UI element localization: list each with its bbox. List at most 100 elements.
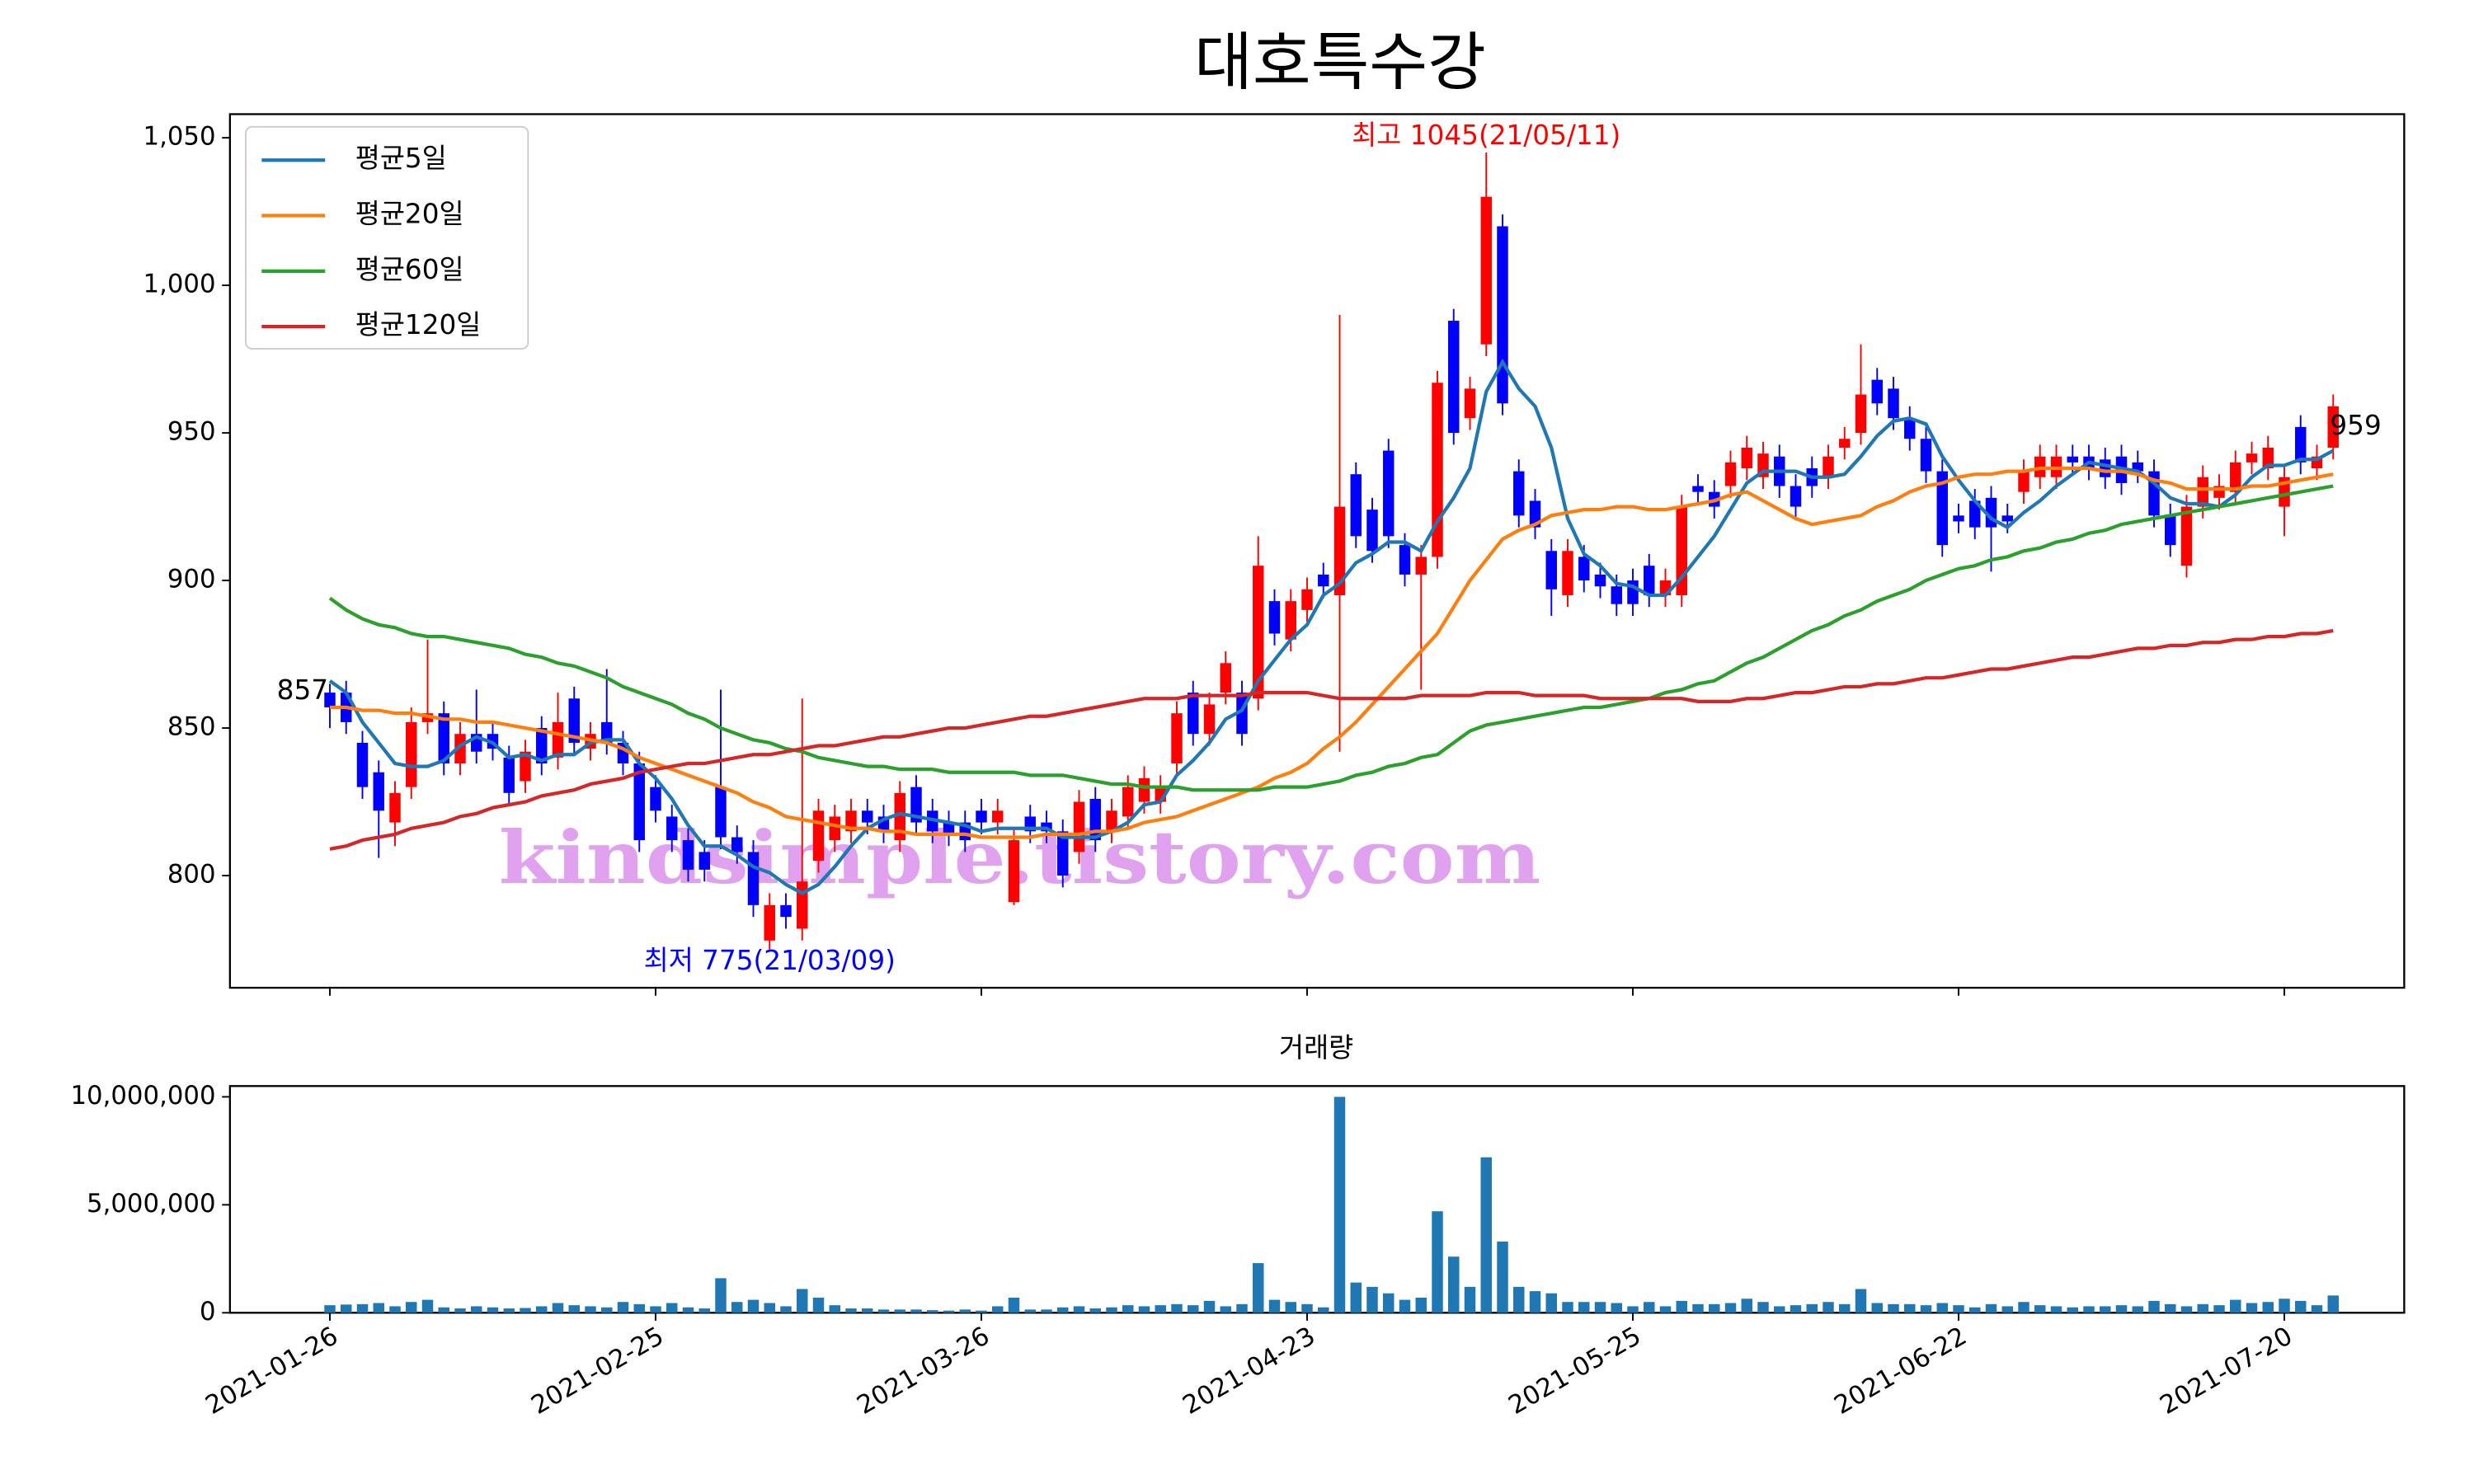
candle-body <box>1383 450 1395 537</box>
candle-body <box>438 713 449 764</box>
volume-bar <box>780 1306 792 1313</box>
candle-body <box>1953 515 1964 522</box>
volume-bar <box>2018 1302 2030 1313</box>
candle-body <box>2246 453 2258 463</box>
candle-body <box>1871 379 1883 404</box>
volume-bar <box>1220 1306 1231 1313</box>
candle-body <box>1057 831 1069 876</box>
volume-bar <box>1594 1302 1606 1313</box>
candle-body <box>1724 462 1737 486</box>
volume-bar <box>877 1309 890 1313</box>
candle-body <box>1969 500 1981 528</box>
volume-bar <box>2213 1305 2225 1313</box>
volume-bar <box>1757 1302 1769 1313</box>
candle-body <box>454 734 466 764</box>
volume-bar <box>1578 1302 1590 1313</box>
candle-body <box>764 904 775 941</box>
annotation: 최저 775(21/03/09) <box>644 945 896 976</box>
candle-body <box>1350 474 1362 537</box>
volume-bar <box>2050 1306 2062 1313</box>
volume-bar <box>1513 1286 1525 1313</box>
candle-body <box>2230 462 2241 492</box>
volume-y-tick-label: 5,000,000 <box>87 1189 216 1219</box>
candle-body <box>1920 439 1932 472</box>
candle-body <box>1073 801 1085 852</box>
volume-bar <box>520 1308 531 1313</box>
volume-bar <box>943 1310 955 1313</box>
candle-body <box>2018 471 2030 492</box>
volume-bar <box>1268 1299 1281 1313</box>
candle-body <box>894 792 905 841</box>
candle-body <box>2165 515 2176 546</box>
volume-bar <box>666 1303 678 1313</box>
candle-body <box>650 787 661 811</box>
candle-body <box>1790 486 1802 507</box>
candle-body <box>862 810 873 823</box>
volume-bar <box>1318 1307 1329 1313</box>
volume-bar <box>406 1302 417 1313</box>
annotation: 최고 1045(21/05/11) <box>1352 120 1620 151</box>
volume-bar <box>1383 1293 1395 1313</box>
volume-bar <box>910 1309 922 1313</box>
candle-body <box>1220 663 1231 693</box>
volume-bar <box>633 1303 645 1313</box>
volume-bar <box>2034 1305 2046 1313</box>
volume-bar <box>536 1306 548 1313</box>
volume-y-tick-label: 0 <box>200 1297 216 1327</box>
volume-bar <box>1155 1305 1166 1313</box>
candle-body <box>2197 477 2208 507</box>
candle-body <box>780 904 792 918</box>
candle-body <box>698 852 710 870</box>
volume-bar <box>862 1308 873 1313</box>
candle-body <box>536 728 548 764</box>
volume-bar <box>1741 1298 1752 1313</box>
volume-bar <box>1936 1303 1948 1313</box>
volume-bar <box>1562 1302 1573 1313</box>
legend-label: 평균20일 <box>355 199 464 230</box>
volume-bar <box>1171 1303 1183 1313</box>
candle-body <box>1855 394 1867 434</box>
candle-body <box>1138 777 1150 802</box>
candle-body <box>1285 601 1296 640</box>
volume-bar <box>2230 1299 2241 1313</box>
volume-bar <box>927 1310 938 1313</box>
volume-bar <box>341 1304 352 1313</box>
volume-bar <box>421 1299 434 1313</box>
y-tick-label: 800 <box>167 860 216 890</box>
candle-body <box>601 721 613 743</box>
candle-body <box>1008 840 1020 903</box>
volume-bar <box>764 1303 775 1313</box>
candle-body <box>812 810 825 862</box>
candle-body <box>1203 704 1216 735</box>
candle-body <box>747 852 760 905</box>
volume-bar <box>1985 1303 1997 1313</box>
volume-bar <box>2001 1306 2013 1313</box>
volume-bar <box>1350 1282 1362 1313</box>
volume-bar <box>976 1310 987 1313</box>
volume-bar <box>2311 1305 2323 1313</box>
volume-bar <box>1920 1305 1932 1313</box>
candle-body <box>1692 486 1704 492</box>
volume-bar <box>1709 1303 1720 1313</box>
ma-line <box>328 484 2334 792</box>
candle-body <box>1904 418 1916 439</box>
volume-bar <box>1969 1307 1981 1313</box>
volume-bar <box>992 1306 1004 1313</box>
candle-body <box>1888 388 1899 419</box>
volume-bar <box>1806 1303 1818 1313</box>
candle-body <box>682 840 694 870</box>
volume-bar <box>797 1289 808 1313</box>
candle-body <box>829 816 840 841</box>
volume-bar <box>715 1278 727 1313</box>
volume-bar <box>2246 1303 2258 1313</box>
candle-body <box>666 816 678 841</box>
candle-body <box>1122 787 1134 817</box>
volume-bar <box>356 1303 369 1313</box>
volume-bar <box>1904 1303 1916 1313</box>
candle-body <box>1578 556 1590 581</box>
volume-bar <box>617 1302 629 1313</box>
volume-bar <box>1432 1211 1443 1313</box>
candle-body <box>1106 810 1117 832</box>
candle-body <box>1497 226 1508 404</box>
